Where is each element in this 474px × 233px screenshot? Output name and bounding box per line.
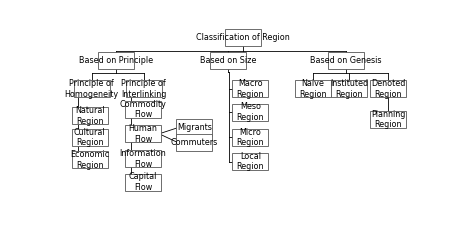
FancyBboxPatch shape bbox=[232, 153, 268, 170]
Text: Based on Size: Based on Size bbox=[200, 56, 256, 65]
Text: Denoted
Region: Denoted Region bbox=[371, 79, 405, 99]
FancyBboxPatch shape bbox=[176, 119, 212, 136]
Text: Naive
Region: Naive Region bbox=[299, 79, 327, 99]
FancyBboxPatch shape bbox=[210, 52, 246, 69]
Text: Natural
Region: Natural Region bbox=[75, 106, 105, 126]
FancyBboxPatch shape bbox=[370, 80, 406, 97]
FancyBboxPatch shape bbox=[370, 111, 406, 128]
Text: Macro
Region: Macro Region bbox=[237, 79, 264, 99]
Text: Meso
Region: Meso Region bbox=[237, 103, 264, 122]
Text: Micro
Region: Micro Region bbox=[237, 127, 264, 147]
Text: Human
Flow: Human Flow bbox=[128, 124, 157, 144]
FancyBboxPatch shape bbox=[73, 80, 109, 97]
Text: Based on Principle: Based on Principle bbox=[79, 56, 153, 65]
FancyBboxPatch shape bbox=[176, 134, 212, 151]
FancyBboxPatch shape bbox=[125, 151, 161, 168]
Text: Economic
Region: Economic Region bbox=[70, 150, 109, 170]
Text: Capital
Flow: Capital Flow bbox=[129, 172, 157, 192]
FancyBboxPatch shape bbox=[72, 107, 108, 124]
Text: Local
Region: Local Region bbox=[237, 152, 264, 171]
Text: Information
Flow: Information Flow bbox=[119, 149, 166, 169]
Text: Based on Genesis: Based on Genesis bbox=[310, 56, 382, 65]
FancyBboxPatch shape bbox=[232, 104, 268, 121]
FancyBboxPatch shape bbox=[126, 80, 162, 97]
Text: Instituted
Region: Instituted Region bbox=[330, 79, 368, 99]
Text: Migrants: Migrants bbox=[177, 123, 212, 132]
FancyBboxPatch shape bbox=[125, 101, 161, 118]
Text: Principle of
Homogeneity: Principle of Homogeneity bbox=[64, 79, 118, 99]
Text: Commuters: Commuters bbox=[171, 138, 218, 147]
FancyBboxPatch shape bbox=[125, 125, 161, 142]
FancyBboxPatch shape bbox=[98, 52, 134, 69]
Text: Commodity
Flow: Commodity Flow bbox=[119, 100, 166, 120]
Text: Principle of
Interlinking: Principle of Interlinking bbox=[121, 79, 166, 99]
FancyBboxPatch shape bbox=[72, 151, 108, 168]
Text: Planning
Region: Planning Region bbox=[371, 110, 405, 129]
Text: Cultural
Region: Cultural Region bbox=[74, 127, 106, 147]
FancyBboxPatch shape bbox=[232, 129, 268, 146]
FancyBboxPatch shape bbox=[328, 52, 364, 69]
FancyBboxPatch shape bbox=[72, 129, 108, 146]
FancyBboxPatch shape bbox=[125, 174, 161, 191]
FancyBboxPatch shape bbox=[225, 29, 261, 46]
FancyBboxPatch shape bbox=[331, 80, 367, 97]
FancyBboxPatch shape bbox=[232, 80, 268, 97]
Text: Classification of Region: Classification of Region bbox=[196, 33, 290, 42]
FancyBboxPatch shape bbox=[295, 80, 331, 97]
